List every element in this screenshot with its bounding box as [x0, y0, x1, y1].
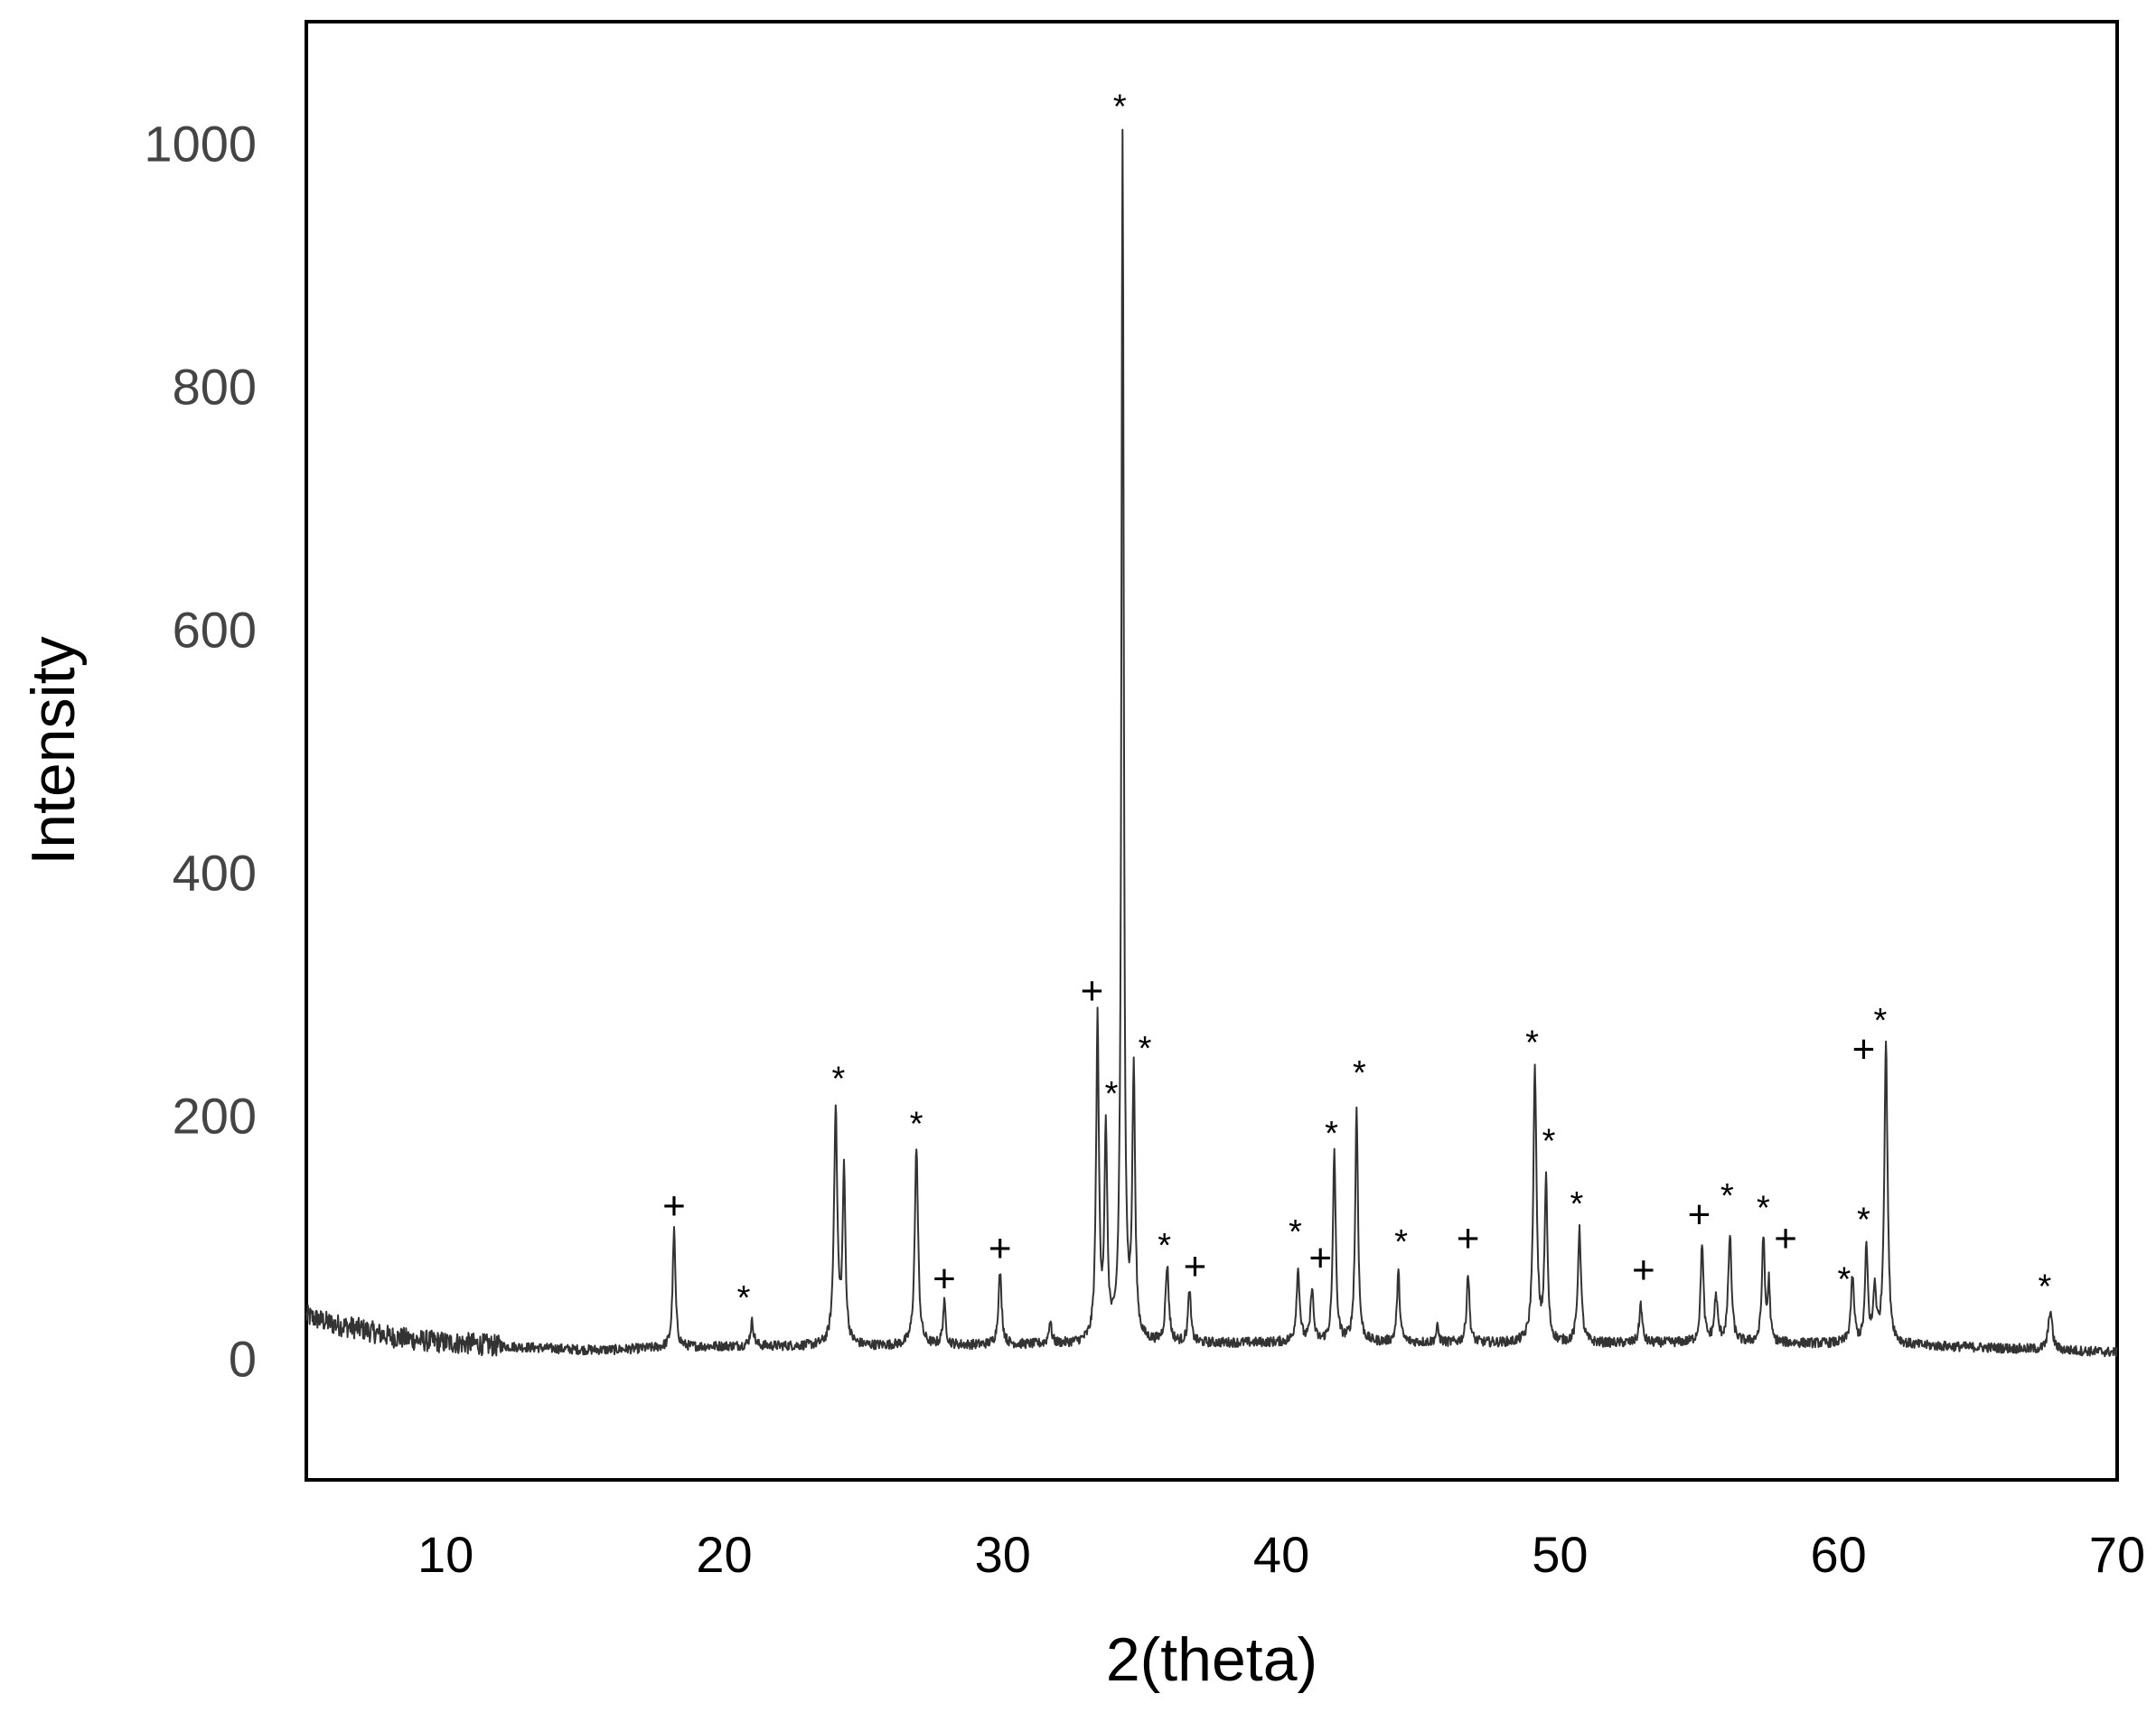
plot-frame — [305, 20, 2119, 1482]
asterisk-marker: * — [1113, 89, 1127, 126]
x-axis-title: 2(theta) — [1106, 1625, 1317, 1694]
x-tick-label: 70 — [2089, 1526, 2145, 1583]
y-tick-label: 600 — [173, 602, 257, 659]
asterisk-marker: * — [1542, 1122, 1556, 1160]
asterisk-marker: * — [1874, 1002, 1888, 1040]
y-tick-label: 200 — [173, 1088, 257, 1145]
asterisk-marker: * — [1353, 1054, 1366, 1092]
asterisk-marker: * — [1139, 1030, 1152, 1068]
asterisk-marker: * — [910, 1105, 923, 1143]
asterisk-marker: * — [2038, 1268, 2051, 1306]
x-tick-label: 10 — [417, 1526, 473, 1583]
plus-marker: + — [1081, 969, 1104, 1013]
asterisk-marker: * — [1525, 1024, 1539, 1062]
x-tick-label: 30 — [975, 1526, 1031, 1583]
asterisk-marker: * — [1757, 1189, 1770, 1227]
plus-marker: + — [933, 1257, 956, 1301]
y-tick-labels: 0 200 400 600 800 1000 — [144, 116, 257, 1388]
y-tick-label: 800 — [173, 359, 257, 416]
x-tick-label: 50 — [1532, 1526, 1588, 1583]
y-tick-label: 400 — [173, 845, 257, 902]
asterisk-marker: * — [1570, 1185, 1583, 1223]
asterisk-marker: * — [831, 1061, 845, 1099]
y-tick-label: 0 — [229, 1331, 257, 1388]
x-tick-label: 40 — [1253, 1526, 1309, 1583]
plus-marker: + — [1688, 1193, 1711, 1237]
plus-marker: + — [1308, 1236, 1332, 1280]
plus-marker: + — [1774, 1217, 1797, 1261]
peak-markers: +***+++**** +*+*** +***++ * *+*+*** — [662, 89, 2051, 1317]
asterisk-marker: * — [1158, 1227, 1171, 1265]
asterisk-marker: * — [1325, 1115, 1338, 1153]
series-line — [305, 128, 2118, 1358]
plus-marker: + — [1457, 1217, 1480, 1261]
asterisk-marker: * — [1837, 1261, 1851, 1299]
plus-marker: + — [1184, 1245, 1207, 1289]
x-tick-labels: 10 20 30 40 50 60 70 — [417, 1526, 2145, 1583]
asterisk-marker: * — [1105, 1075, 1119, 1113]
asterisk-marker: * — [737, 1279, 751, 1317]
plus-marker: + — [1852, 1027, 1876, 1072]
plus-marker: + — [1632, 1249, 1655, 1293]
y-tick-label: 1000 — [144, 116, 257, 173]
asterisk-marker: * — [1720, 1177, 1734, 1215]
plus-marker: + — [662, 1184, 686, 1228]
asterisk-marker: * — [1394, 1223, 1408, 1261]
y-axis-title: Intensity — [19, 636, 88, 865]
x-tick-label: 60 — [1811, 1526, 1867, 1583]
x-tick-label: 20 — [696, 1526, 752, 1583]
plus-marker: + — [989, 1226, 1012, 1270]
asterisk-marker: * — [1289, 1213, 1302, 1251]
asterisk-marker: * — [1857, 1202, 1870, 1240]
